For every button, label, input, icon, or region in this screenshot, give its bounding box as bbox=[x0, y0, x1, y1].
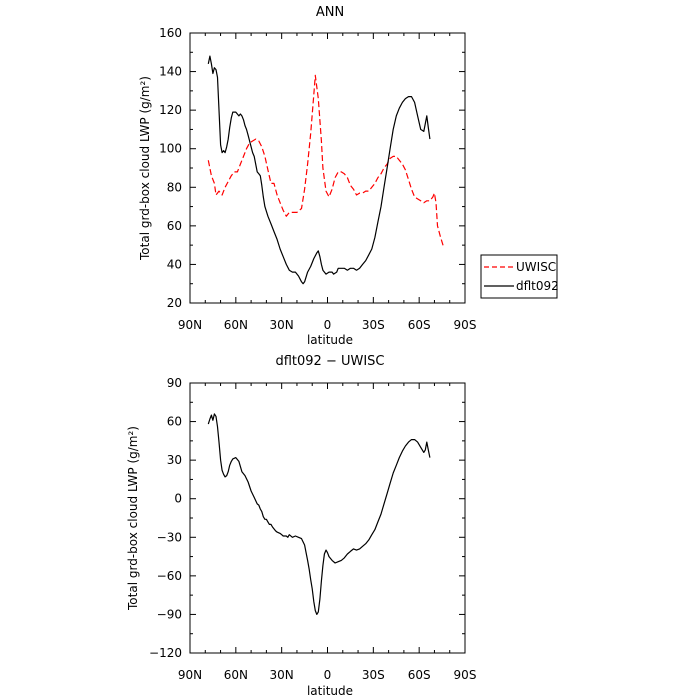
upper-x-axis-label: latitude bbox=[307, 333, 353, 347]
upper-series-line-dflt092 bbox=[207, 55, 431, 285]
lower-y-tick-label: −120 bbox=[149, 646, 182, 660]
lower-y-axis-label: Total grd-box cloud LWP (g/m²) bbox=[126, 426, 140, 611]
lower-x-tick-label: 30S bbox=[362, 668, 385, 682]
upper-x-tick-label: 90S bbox=[454, 318, 477, 332]
upper-x-tick-label: 60N bbox=[224, 318, 248, 332]
upper-series bbox=[207, 55, 445, 285]
legend-label-uwisc: UWISC bbox=[516, 260, 556, 274]
upper-y-tick-label: 140 bbox=[159, 65, 182, 79]
lower-plot-frame bbox=[189, 382, 466, 654]
upper-ticks: 20 40 60 80 100 120 140 160 90N 60N 30N 0 30S 60S 90S bbox=[159, 26, 476, 332]
lower-x-tick-label: 60N bbox=[224, 668, 248, 682]
upper-series-line-uwisc bbox=[207, 74, 445, 248]
lower-y-tick-label: −60 bbox=[157, 569, 182, 583]
lower-series bbox=[207, 413, 431, 615]
upper-y-tick-label: 100 bbox=[159, 142, 182, 156]
lower-x-tick-label: 60S bbox=[408, 668, 431, 682]
lower-y-tick-label: −30 bbox=[157, 530, 182, 544]
lower-x-tick-label: 30N bbox=[270, 668, 294, 682]
lower-y-tick-label: 90 bbox=[167, 376, 182, 390]
lower-series-line bbox=[207, 413, 431, 615]
lower-y-tick-label: 0 bbox=[174, 492, 182, 506]
lower-x-axis-label: latitude bbox=[307, 684, 353, 698]
upper-y-tick-label: 160 bbox=[159, 26, 182, 40]
upper-x-tick-label: 60S bbox=[408, 318, 431, 332]
lower-x-tick-label: 90S bbox=[454, 668, 477, 682]
upper-y-tick-label: 20 bbox=[167, 296, 182, 310]
lower-x-tick-label: 0 bbox=[324, 668, 332, 682]
lower-chart-title: dflt092 − UWISC bbox=[275, 354, 384, 369]
upper-y-tick-label: 80 bbox=[167, 180, 182, 194]
lower-y-tick-label: −90 bbox=[157, 607, 182, 621]
upper-panel: ANN 20 40 60 80 100 120 140 160 90N 60N 30N 0 30S 60S… bbox=[138, 5, 476, 347]
upper-x-tick-label: 90N bbox=[178, 318, 202, 332]
upper-plot-frame bbox=[189, 32, 466, 304]
legend-label-dflt092: dflt092 bbox=[516, 279, 559, 293]
upper-x-tick-label: 0 bbox=[324, 318, 332, 332]
legend-box bbox=[480, 254, 558, 299]
lower-ticks: −120 −90 −60 −30 0 30 60 90 90N 60N 30N 0 30S 60S 90S bbox=[149, 376, 476, 682]
lower-x-tick-label: 90N bbox=[178, 668, 202, 682]
upper-x-tick-label: 30S bbox=[362, 318, 385, 332]
upper-x-tick-label: 30N bbox=[270, 318, 294, 332]
upper-y-tick-label: 40 bbox=[167, 257, 182, 271]
lower-y-tick-label: 30 bbox=[167, 453, 182, 467]
upper-y-tick-label: 120 bbox=[159, 103, 182, 117]
upper-y-axis-label: Total grd-box cloud LWP (g/m²) bbox=[138, 76, 152, 261]
lower-y-tick-label: 60 bbox=[167, 415, 182, 429]
upper-chart-title: ANN bbox=[316, 5, 344, 20]
legend: UWISC dflt092 bbox=[480, 254, 559, 299]
lower-panel: dflt092 − UWISC −120 −90 −60 −30 0 30 60 90 90N 6… bbox=[126, 354, 476, 698]
upper-y-tick-label: 60 bbox=[167, 219, 182, 233]
